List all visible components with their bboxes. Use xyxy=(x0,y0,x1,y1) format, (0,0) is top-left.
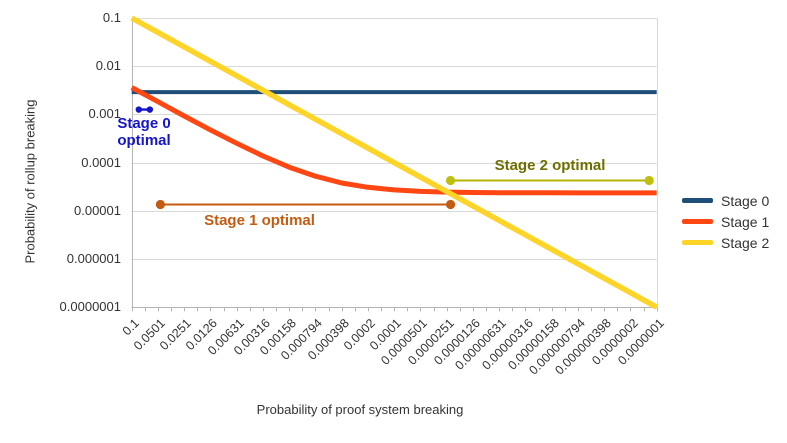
stage0-optimal-label-line1: Stage 0 xyxy=(117,115,171,132)
stage-2-optimal-right-dot xyxy=(644,175,654,186)
y-tick-label: 0.1 xyxy=(102,10,121,25)
y-axis-title: Probability of rollup breaking xyxy=(22,99,38,264)
annotation-markers xyxy=(135,106,654,210)
stage-1-line xyxy=(130,85,657,196)
y-tick-label: 0.000001 xyxy=(66,251,121,266)
legend-item-stage-1: Stage 1 xyxy=(682,211,769,232)
legend-item-stage-2: Stage 2 xyxy=(682,232,769,253)
series-lines xyxy=(130,15,659,310)
legend-label: Stage 2 xyxy=(721,234,770,251)
y-tick-label: 0.001 xyxy=(88,106,121,121)
stage-2-optimal-left-dot xyxy=(445,175,456,186)
legend-swatch-stage-1 xyxy=(682,219,713,224)
stage1-optimal-label: Stage 1 optimal xyxy=(204,212,315,229)
stage0-optimal-label: Stage 0 optimal xyxy=(111,115,177,149)
y-tick-label: 0.0000001 xyxy=(59,299,121,314)
axes xyxy=(131,18,658,312)
stage-0-optimal-left-dot xyxy=(135,106,142,113)
x-axis-title: Probability of proof system breaking xyxy=(256,402,464,417)
legend-label: Stage 1 xyxy=(721,213,770,230)
stage2-optimal-label: Stage 2 optimal xyxy=(494,157,606,174)
legend-item-stage-0: Stage 0 xyxy=(682,190,769,211)
y-tick-label: 0.01 xyxy=(95,58,121,73)
legend-label: Stage 0 xyxy=(721,192,770,209)
y-tick-label: 0.00001 xyxy=(74,203,121,218)
stage-1-optimal-left-dot xyxy=(155,199,165,210)
y-tick-label: 0.0001 xyxy=(81,155,121,170)
stage-1-optimal-right-dot xyxy=(445,199,456,210)
stage0-optimal-label-line2: optimal xyxy=(117,132,171,149)
legend-swatch-stage-0 xyxy=(682,198,713,203)
stage-0-optimal-right-dot xyxy=(146,106,154,113)
legend-swatch-stage-2 xyxy=(682,240,713,245)
stage-2-line xyxy=(130,15,659,310)
legend: Stage 0 Stage 1 Stage 2 xyxy=(682,190,769,253)
